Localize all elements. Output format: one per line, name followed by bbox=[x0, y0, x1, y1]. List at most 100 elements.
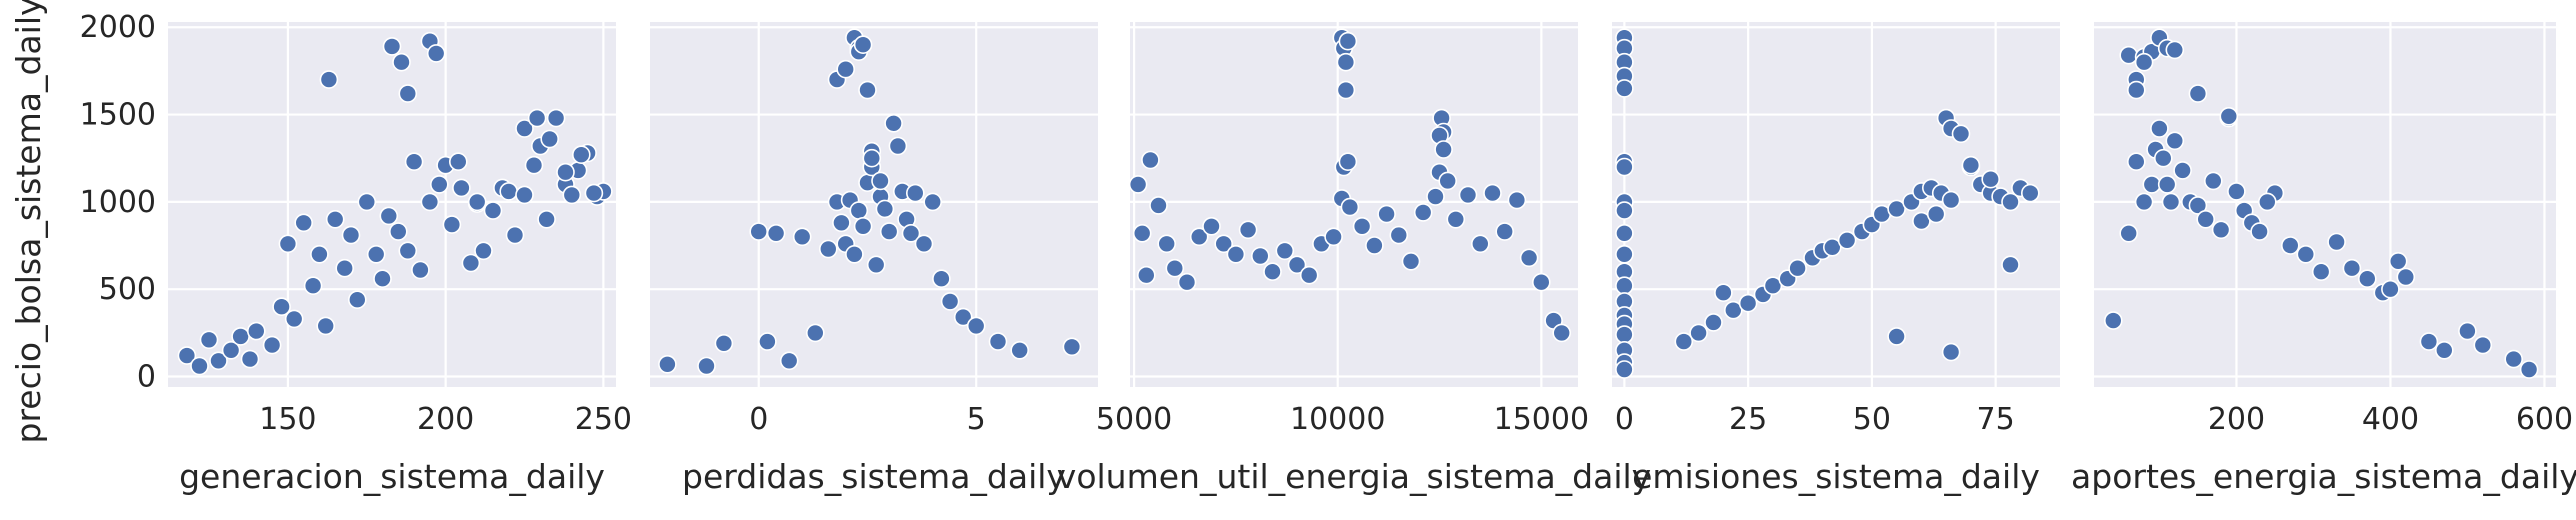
x-tick-label: 0 bbox=[749, 402, 768, 437]
scatter-panel-4: 0 25 50 75 emisiones_sistema_daily bbox=[1612, 22, 2060, 496]
data-point bbox=[1189, 227, 1209, 247]
data-point bbox=[341, 225, 361, 245]
data-point bbox=[319, 70, 339, 89]
data-point bbox=[2311, 262, 2331, 282]
data-point bbox=[858, 80, 877, 100]
data-point bbox=[1238, 220, 1258, 240]
data-point bbox=[1615, 360, 1634, 379]
data-point bbox=[382, 37, 402, 56]
x-axis-label: aportes_energia_sistema_daily bbox=[2071, 457, 2576, 496]
scatter-panel-2: 0 5 perdidas_sistema_daily bbox=[650, 22, 1098, 496]
data-point bbox=[2358, 269, 2377, 289]
x-tick-label: 0 bbox=[1615, 402, 1634, 437]
x-tick-label: 10000 bbox=[1290, 402, 1385, 437]
data-point bbox=[294, 213, 314, 233]
data-point bbox=[420, 192, 440, 212]
x-tick-label: 250 bbox=[575, 402, 632, 437]
x-tick-label: 50 bbox=[1853, 402, 1891, 437]
data-point bbox=[1615, 79, 1634, 98]
data-point bbox=[658, 354, 677, 374]
data-point bbox=[1202, 217, 1221, 236]
data-point bbox=[2296, 245, 2316, 264]
data-point bbox=[190, 356, 209, 376]
data-point bbox=[2001, 255, 2020, 275]
data-point bbox=[347, 290, 367, 310]
data-point bbox=[1324, 227, 1343, 247]
data-point bbox=[303, 276, 323, 296]
data-point bbox=[845, 245, 864, 264]
data-point bbox=[2142, 175, 2162, 194]
data-point bbox=[1340, 197, 1360, 217]
data-point bbox=[231, 327, 250, 346]
data-point bbox=[1458, 185, 1478, 205]
data-point bbox=[429, 175, 449, 194]
x-tick-label: 600 bbox=[2516, 402, 2573, 437]
data-point bbox=[1446, 210, 1466, 229]
data-point bbox=[766, 224, 786, 243]
data-point bbox=[246, 321, 266, 341]
data-point bbox=[2281, 236, 2300, 255]
data-point bbox=[1788, 258, 1807, 278]
data-point bbox=[905, 183, 925, 203]
data-point bbox=[240, 349, 260, 369]
plot-background bbox=[168, 22, 616, 387]
data-point bbox=[2258, 192, 2277, 212]
data-point bbox=[2127, 152, 2146, 171]
data-point bbox=[1177, 272, 1197, 292]
data-point bbox=[1724, 300, 1743, 320]
data-point bbox=[1823, 238, 1842, 257]
data-point bbox=[1426, 187, 1445, 206]
x-axis-label: volumen_util_energia_sistema_daily bbox=[1057, 457, 1651, 496]
data-point bbox=[866, 255, 886, 275]
data-point bbox=[1137, 265, 1156, 285]
data-point bbox=[527, 108, 547, 128]
data-point bbox=[1165, 258, 1185, 278]
data-point bbox=[901, 224, 921, 243]
data-point bbox=[1413, 203, 1433, 222]
data-point bbox=[209, 351, 228, 371]
data-point bbox=[2157, 175, 2177, 194]
x-tick-label: 150 bbox=[259, 402, 316, 437]
data-point bbox=[1519, 248, 1539, 268]
data-point bbox=[2154, 148, 2173, 168]
data-point bbox=[1438, 171, 1457, 191]
data-point bbox=[388, 222, 408, 241]
x-tick-label: 5 bbox=[967, 402, 986, 437]
data-point bbox=[2134, 52, 2154, 72]
data-point bbox=[1263, 262, 1282, 282]
data-point bbox=[879, 222, 899, 241]
data-point bbox=[1299, 265, 1319, 285]
data-point bbox=[540, 129, 560, 149]
data-point bbox=[1552, 323, 1571, 343]
data-point bbox=[2419, 332, 2439, 351]
data-point bbox=[284, 309, 304, 329]
data-point bbox=[2388, 251, 2408, 271]
data-point bbox=[1912, 211, 1931, 231]
data-point bbox=[1275, 241, 1295, 261]
data-point bbox=[914, 234, 934, 254]
scatter-panel-3: 5000 10000 15000 volumen_util_energia_siste… bbox=[1057, 22, 1651, 496]
data-point bbox=[1128, 175, 1148, 194]
data-point bbox=[515, 119, 534, 138]
data-point bbox=[2150, 119, 2169, 138]
data-point bbox=[199, 330, 219, 350]
data-point bbox=[749, 222, 769, 241]
data-point bbox=[1434, 140, 1453, 159]
y-tick-label: 1000 bbox=[80, 185, 156, 220]
data-point bbox=[2204, 171, 2223, 191]
data-point bbox=[853, 217, 873, 236]
x-axis-label: generacion_sistema_daily bbox=[179, 457, 605, 496]
data-point bbox=[1615, 245, 1634, 264]
x-tick-label: 400 bbox=[2362, 402, 2419, 437]
data-point bbox=[1287, 255, 1307, 275]
data-point bbox=[2381, 279, 2400, 299]
data-point bbox=[779, 351, 799, 371]
data-point bbox=[2188, 84, 2208, 103]
data-point bbox=[2021, 183, 2040, 203]
data-point bbox=[697, 356, 716, 376]
data-point bbox=[2104, 311, 2123, 330]
data-point bbox=[1352, 217, 1372, 236]
data-point bbox=[1763, 276, 1783, 296]
data-point bbox=[1495, 222, 1514, 241]
